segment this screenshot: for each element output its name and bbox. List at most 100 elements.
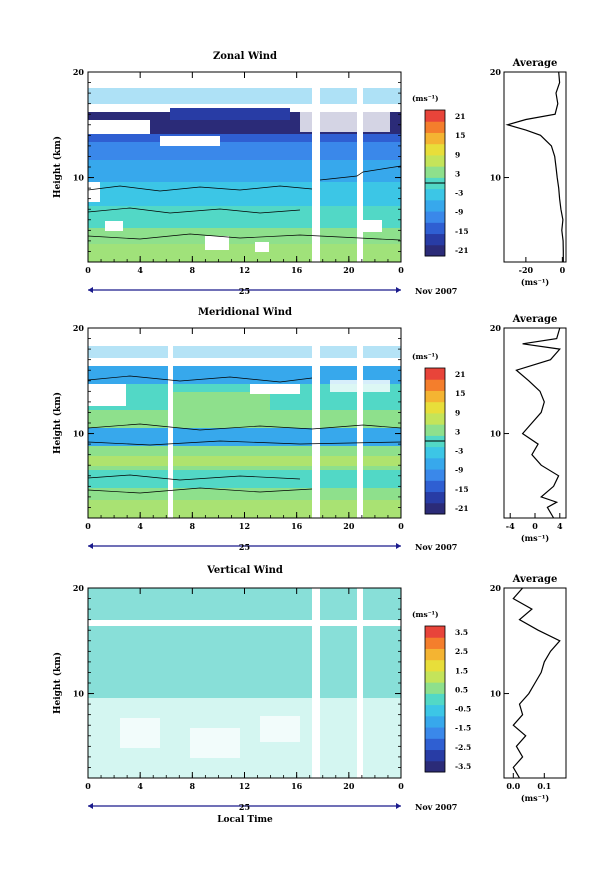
profile-y-tick-label: 20 (490, 323, 502, 333)
x-tick-label: 16 (291, 521, 303, 531)
colorbar-swatch (425, 760, 445, 773)
profile-y-tick-label: 10 (490, 689, 502, 699)
colorbar-swatch (425, 637, 445, 649)
date-axis-arrow-right (396, 803, 401, 809)
profile-x-tick-label: -20 (519, 265, 534, 275)
colorbar-tick-label: 15 (455, 131, 465, 140)
colorbar-swatch (425, 682, 445, 694)
panel-title: Vertical Wind (206, 565, 283, 576)
colorbar-swatch (425, 659, 445, 672)
x-ticks: 0 4 8 12 16 20 0 (85, 588, 404, 791)
colorbar-swatch (425, 244, 445, 257)
colorbar-tick-label: 3 (455, 169, 460, 178)
x-tick-label: 4 (137, 265, 143, 275)
colorbar-swatch (425, 412, 445, 425)
date-axis-arrow-right (396, 543, 401, 549)
profile-x-tick-label: 0.1 (537, 781, 551, 791)
x-ticks: 0 4 8 12 16 20 0 (85, 328, 404, 531)
profile-title: Average (512, 58, 558, 69)
profile-title: Average (512, 314, 558, 325)
x-tick-label: 0 (85, 521, 91, 531)
colorbar-swatch (425, 121, 445, 133)
average-profile: Average 10 20 0.0 0.1 (ms⁻¹) (490, 574, 567, 803)
x-tick-label: 12 (239, 781, 250, 791)
y-tick-label: 20 (73, 67, 85, 77)
x-tick-label: 8 (190, 781, 196, 791)
date-label: Nov 2007 (415, 542, 457, 552)
x-tick-label: 12 (239, 521, 250, 531)
colorbar-swatch (425, 502, 445, 515)
colorbar-tick-label: 3.5 (455, 628, 468, 637)
panel-title: Meridional Wind (198, 307, 292, 318)
x-tick-label: 0 (398, 521, 404, 531)
average-profile: Average 10 20 -20 0 (ms⁻¹) (490, 58, 567, 287)
day-label: 25 (239, 802, 250, 812)
y-axis-label: Height (km) (52, 136, 63, 198)
colorbar-tick-label: -3 (455, 189, 463, 198)
colorbar-swatch (425, 626, 445, 638)
colorbar-tick-label: -2.5 (455, 743, 471, 752)
colorbar-tick-label: 21 (455, 112, 465, 121)
x-tick-label: 8 (190, 521, 196, 531)
colorbar-tick-label: 2.5 (455, 647, 468, 656)
x-axis-label: Local Time (217, 815, 273, 825)
colorbar-tick-label: -21 (455, 246, 469, 255)
x-ticks: 0 4 8 12 16 20 0 (85, 72, 404, 275)
x-tick-label: 0 (398, 781, 404, 791)
colorbar-unit: (ms⁻¹) (412, 94, 439, 103)
y-axis-label: Height (km) (52, 652, 63, 714)
colorbar-tick-label: -1.5 (455, 724, 471, 733)
x-tick-label: 4 (137, 781, 143, 791)
date-axis-arrow-left (88, 287, 93, 293)
meridional-wind-panel: Meridional Wind Heig (52, 307, 567, 552)
x-tick-label: 8 (190, 265, 196, 275)
colorbar-tick-label: -9 (455, 466, 463, 475)
panel-title: Zonal Wind (213, 51, 277, 62)
profile-y-tick-label: 10 (490, 173, 502, 183)
colorbar-unit: (ms⁻¹) (412, 610, 439, 619)
colorbar-tick-label: 15 (455, 389, 465, 398)
vertical-wind-panel: Vertical Wind Height (km) Local Time 0 4 8… (52, 565, 567, 825)
profile-x-label: (ms⁻¹) (521, 533, 549, 543)
profile-x-tick-label: 4 (557, 521, 563, 531)
profile-title: Average (512, 574, 558, 585)
colorbar-swatch (425, 648, 445, 661)
colorbar-swatch (425, 491, 445, 504)
colorbar-swatch (425, 368, 445, 380)
profile-x-tick-label: 0.0 (506, 781, 520, 791)
colorbar-swatch (425, 401, 445, 414)
colorbar-swatch (425, 390, 445, 403)
colorbar-tick-label: -15 (455, 227, 469, 236)
colorbar-swatch (425, 199, 445, 212)
colorbar-swatch (425, 670, 445, 683)
profile-x-label: (ms⁻¹) (521, 277, 549, 287)
colorbar-frame (424, 625, 446, 773)
colorbar-tick-label: 9 (455, 150, 460, 159)
profile-x-tick-label: -4 (506, 521, 515, 531)
colorbar-swatch (425, 446, 445, 459)
profile-frame (503, 327, 567, 519)
y-axis-label: Height (km) (52, 392, 63, 454)
colorbar-tick-label: 1.5 (455, 666, 468, 675)
date-axis-arrow-left (88, 803, 93, 809)
colorbar-swatch (425, 424, 445, 436)
day-label: 25 (239, 542, 250, 552)
profile-y-tick-label: 20 (490, 583, 502, 593)
profile-y-tick-label: 10 (490, 429, 502, 439)
colorbar-swatch (425, 727, 445, 739)
x-tick-label: 16 (291, 781, 303, 791)
y-ticks: 10 20 (73, 323, 401, 519)
colorbar-swatch (425, 143, 445, 156)
colorbar-swatch (425, 132, 445, 145)
colorbar-swatch (425, 166, 445, 178)
colorbar-swatch (425, 480, 445, 493)
x-tick-label: 12 (239, 265, 250, 275)
profile-x-label: (ms⁻¹) (521, 793, 549, 803)
colorbar-unit: (ms⁻¹) (412, 352, 439, 361)
colorbar-swatch (425, 469, 445, 481)
y-tick-label: 10 (73, 173, 85, 183)
colorbar-swatch (425, 233, 445, 246)
y-ticks: 10 20 (73, 67, 401, 263)
colorbar-tick-label: 3 (455, 427, 460, 436)
colorbar-swatch (425, 715, 445, 728)
